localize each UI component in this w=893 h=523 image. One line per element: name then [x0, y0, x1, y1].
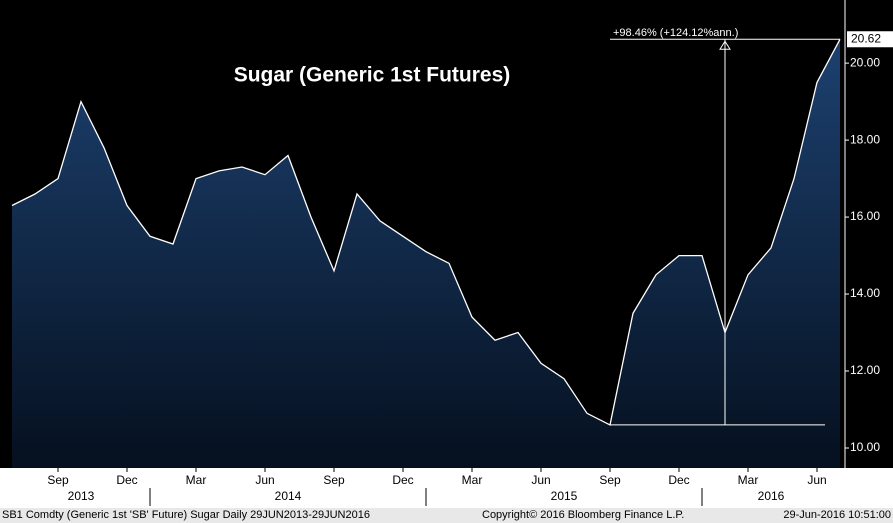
- y-tick-label: 14.00: [850, 286, 880, 300]
- x-tick-label: Mar: [186, 473, 207, 487]
- area: [12, 39, 840, 469]
- x-tick-label: Dec: [392, 473, 413, 487]
- x-tick-label: Sep: [323, 473, 345, 487]
- year-label: 2016: [758, 489, 785, 503]
- x-tick-label: Dec: [668, 473, 689, 487]
- x-tick-label: Sep: [47, 473, 69, 487]
- year-label: 2014: [275, 489, 302, 503]
- y-tick-label: 18.00: [850, 132, 880, 146]
- last-value-box: [847, 31, 893, 48]
- x-tick-label: Jun: [255, 473, 274, 487]
- year-label: 2013: [68, 489, 95, 503]
- y-tick-label: 10.00: [850, 440, 880, 454]
- footer-right: 29-Jun-2016 10:51:00: [783, 509, 891, 521]
- annotation-text: +98.46% (+124.12%ann.): [613, 27, 738, 39]
- year-label: 2015: [551, 489, 578, 503]
- x-tick-label: Jun: [807, 473, 826, 487]
- x-tick-label: Dec: [116, 473, 137, 487]
- last-value-label: 20.62: [851, 31, 881, 45]
- footer-strip: [0, 508, 893, 523]
- footer-left: SB1 Comdty (Generic 1st 'SB' Future) Sug…: [2, 509, 370, 521]
- line: [11, 38, 841, 426]
- chart-title: Sugar (Generic 1st Futures): [234, 64, 511, 87]
- footer-center: Copyright© 2016 Bloomberg Finance L.P.: [482, 509, 684, 521]
- x-tick-label: Mar: [462, 473, 483, 487]
- annotation-arrow: [719, 40, 731, 50]
- x-tick-label: Jun: [531, 473, 550, 487]
- y-tick-label: 16.00: [850, 209, 880, 223]
- y-tick-label: 20.00: [850, 55, 880, 69]
- y-tick-label: 12.00: [850, 363, 880, 377]
- x-tick-label: Sep: [599, 473, 621, 487]
- x-tick-label: Mar: [738, 473, 759, 487]
- x-axis-strip: [0, 468, 893, 508]
